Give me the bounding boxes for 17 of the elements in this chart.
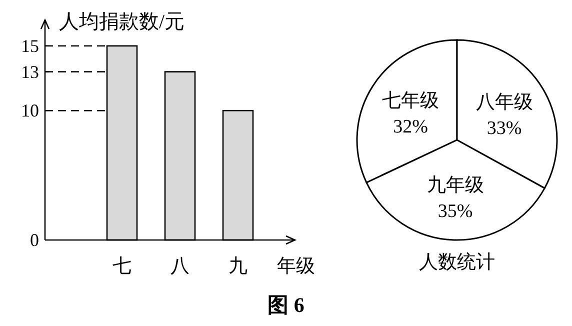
y-tick-label: 10 <box>21 100 39 121</box>
y-tick-label: 15 <box>21 36 39 56</box>
slice-label: 九年级 <box>426 174 484 196</box>
slice-label: 七年级 <box>382 90 440 112</box>
text: 人数统计 <box>419 252 495 273</box>
x-axis-title: 年级 <box>277 256 315 277</box>
y-tick-label: 0 <box>30 230 39 250</box>
y-tick-label: 13 <box>21 62 39 82</box>
slice-label: 八年级 <box>476 92 533 114</box>
data-label: 35% <box>438 200 473 222</box>
y-axis-title: 人均捐款数/元 <box>59 11 185 33</box>
data-label: 32% <box>393 116 428 138</box>
x-tick-label: 八 <box>170 256 190 277</box>
data-label: 33% <box>486 118 522 140</box>
x-tick-label: 七 <box>112 256 132 277</box>
caption: 图 6 <box>268 293 304 317</box>
x-tick-label: 九 <box>228 256 248 277</box>
